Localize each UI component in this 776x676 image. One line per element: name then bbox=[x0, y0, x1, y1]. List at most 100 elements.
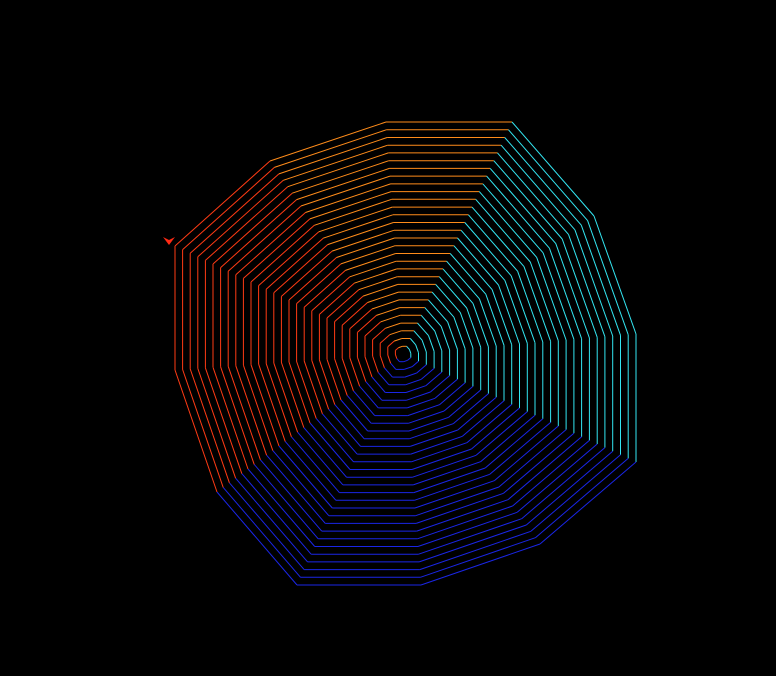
spiral-segment bbox=[371, 299, 400, 310]
spiral-segment bbox=[326, 359, 342, 401]
spiral-segment bbox=[439, 382, 466, 406]
spiral-segment bbox=[471, 407, 520, 450]
spiral-segment bbox=[394, 354, 398, 359]
spiral-segment bbox=[266, 454, 326, 524]
spiral-segment bbox=[227, 366, 261, 460]
spiral-segment bbox=[420, 314, 436, 332]
spiral-segment bbox=[384, 367, 393, 378]
spiral-segment bbox=[253, 464, 319, 540]
spiral-segment bbox=[403, 359, 408, 363]
spiral-segment bbox=[420, 368, 435, 380]
spiral-segment bbox=[189, 368, 230, 483]
spiral-segment bbox=[334, 358, 348, 396]
spiral-segment bbox=[284, 441, 337, 501]
spiral-segment bbox=[409, 338, 417, 346]
spiral-segment bbox=[548, 248, 583, 339]
spiral-segment bbox=[405, 385, 426, 393]
spiral-segment bbox=[354, 268, 397, 284]
spiral-segment bbox=[416, 492, 504, 524]
spiral-segment bbox=[292, 160, 389, 194]
spiral-segment bbox=[269, 121, 387, 162]
spiral-segment bbox=[247, 468, 316, 547]
spiral-segment bbox=[288, 257, 337, 301]
spiral-segment bbox=[424, 307, 442, 327]
spiral-segment bbox=[258, 363, 286, 442]
spiral-segment bbox=[497, 152, 569, 235]
spiral-segment bbox=[493, 160, 563, 240]
spiral-segment bbox=[357, 315, 377, 333]
spiral-segment bbox=[365, 381, 383, 401]
spiral-segment bbox=[428, 335, 435, 352]
spiral-segment bbox=[319, 282, 355, 315]
spiral-segment bbox=[393, 338, 403, 342]
spiral-segment bbox=[409, 423, 454, 440]
spiral-segment bbox=[466, 307, 482, 348]
spiral-segment bbox=[260, 459, 323, 532]
spiral-segment bbox=[362, 283, 399, 297]
spiral-segment bbox=[471, 206, 525, 267]
spiral-segment bbox=[322, 413, 358, 455]
spiral-segment bbox=[395, 347, 399, 351]
spiral-segment bbox=[425, 371, 443, 387]
spiral-segment bbox=[418, 518, 522, 555]
spiral-segment bbox=[340, 399, 369, 432]
spiral-segment bbox=[390, 362, 397, 370]
spiral-segment bbox=[235, 365, 268, 456]
spiral-segment bbox=[288, 361, 311, 424]
spiral-segment bbox=[204, 367, 243, 474]
spiral-segment bbox=[452, 393, 489, 425]
spiral-segment bbox=[349, 308, 373, 330]
spiral-segment bbox=[376, 307, 400, 316]
spiral-segment bbox=[448, 389, 482, 418]
spiral-segment bbox=[387, 340, 395, 348]
spiral-segment bbox=[415, 486, 500, 517]
spiral-segment bbox=[243, 218, 311, 279]
spiral-segment bbox=[379, 355, 385, 368]
spiral-segment bbox=[250, 224, 315, 283]
spiral-segment bbox=[459, 312, 474, 349]
spiral-segment bbox=[328, 408, 361, 447]
spiral-segment bbox=[414, 473, 490, 501]
spiral-segment bbox=[311, 360, 330, 410]
spiral-segment bbox=[182, 369, 224, 488]
spiral-segment bbox=[521, 447, 606, 520]
spiral-segment bbox=[291, 436, 340, 493]
spiral-segment bbox=[414, 480, 495, 509]
spiral-segment bbox=[174, 160, 271, 247]
spiral-segment bbox=[453, 317, 466, 349]
spiral-segment bbox=[510, 275, 536, 343]
spiral-segment bbox=[453, 245, 493, 290]
spiral-segment bbox=[326, 289, 360, 319]
spiral-segment bbox=[281, 250, 333, 297]
spiral-segment bbox=[235, 477, 308, 563]
spiral-segment bbox=[212, 367, 249, 470]
spiral-segment bbox=[220, 199, 297, 268]
spiral-segment bbox=[227, 205, 302, 272]
spiral-segment bbox=[398, 345, 403, 349]
spiral-segment bbox=[478, 191, 538, 258]
spiral-segment bbox=[349, 260, 397, 278]
spiral-segment bbox=[480, 414, 536, 463]
spiral-segment bbox=[345, 253, 396, 271]
spiral-segment bbox=[420, 543, 541, 586]
spiral-segment bbox=[216, 491, 298, 586]
spiral-segment bbox=[220, 366, 255, 465]
spiral-segment bbox=[387, 354, 392, 364]
spiral-segment bbox=[258, 231, 320, 286]
spiral-segment bbox=[303, 360, 323, 414]
spiral-segment bbox=[555, 243, 590, 339]
spiral-segment bbox=[504, 137, 582, 226]
spiral-segment bbox=[417, 511, 518, 547]
spiral-segment bbox=[283, 144, 388, 181]
spiral-segment bbox=[408, 410, 445, 424]
spiral-segment bbox=[478, 298, 497, 347]
spiral-segment bbox=[396, 358, 400, 363]
spiral-segment bbox=[222, 487, 301, 578]
spiral-segment bbox=[568, 234, 606, 337]
spiral-segment bbox=[413, 467, 486, 494]
spiral-segment bbox=[421, 340, 427, 353]
spiral-segment bbox=[379, 334, 391, 344]
spiral-segment bbox=[504, 280, 528, 344]
spiral-segment bbox=[272, 450, 330, 517]
